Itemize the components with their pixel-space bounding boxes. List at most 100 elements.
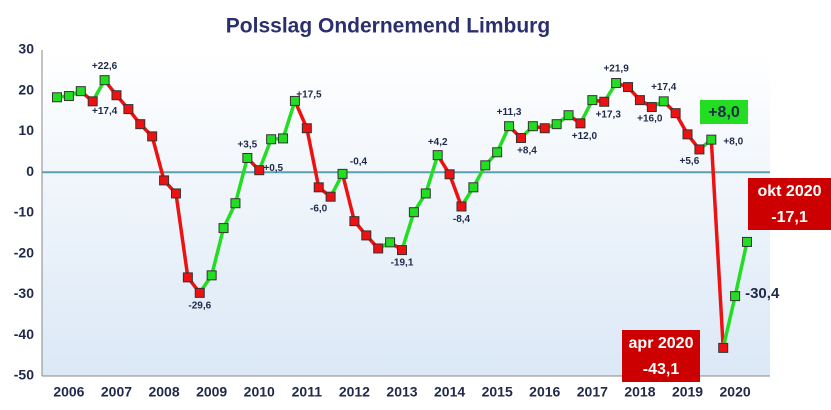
- point: [75, 86, 86, 97]
- callout-box: [748, 178, 831, 230]
- point: [99, 75, 110, 86]
- point: [230, 198, 241, 209]
- value-label: -0,4: [350, 157, 368, 168]
- point: [194, 287, 205, 298]
- x-tick-label: 2016: [529, 384, 560, 400]
- point: [206, 270, 217, 281]
- point: [706, 134, 717, 145]
- value-label: +17,5: [296, 90, 322, 101]
- x-tick-label: 2018: [624, 384, 655, 400]
- point: [301, 123, 312, 134]
- callout-text: +8,0: [708, 104, 740, 121]
- point: [623, 82, 634, 93]
- point: [325, 191, 336, 202]
- point: [670, 108, 681, 119]
- value-label: -8,4: [453, 214, 471, 225]
- callout-text: apr 2020: [629, 335, 694, 352]
- point: [373, 243, 384, 254]
- line-segment: [709, 139, 725, 348]
- point: [742, 236, 752, 247]
- x-tick-label: 2015: [482, 384, 513, 400]
- x-tick-label: 2012: [339, 384, 370, 400]
- line-segment: [424, 154, 440, 194]
- point: [718, 342, 729, 353]
- point: [575, 118, 586, 129]
- y-tick-label: -20: [14, 244, 34, 260]
- value-label: +12,0: [572, 131, 598, 142]
- line-segment: [447, 173, 464, 208]
- point: [87, 96, 98, 107]
- point: [337, 168, 348, 179]
- callout-text: okt 2020: [757, 183, 821, 200]
- x-tick-label: 2017: [577, 384, 608, 400]
- point: [147, 131, 158, 142]
- x-tick-label: 2006: [53, 384, 84, 400]
- value-label: -6,0: [310, 203, 328, 214]
- point: [385, 237, 396, 248]
- line-segment: [721, 295, 737, 349]
- point: [599, 96, 610, 107]
- value-label: +8,4: [517, 146, 537, 157]
- value-label: +11,3: [497, 107, 522, 118]
- value-label: +16,0: [637, 114, 663, 125]
- y-tick-label: -40: [14, 326, 34, 342]
- line-segment: [233, 157, 250, 204]
- point: [408, 207, 419, 218]
- point: [456, 201, 467, 212]
- point: [111, 90, 122, 101]
- x-tick-label: 2014: [434, 384, 465, 400]
- point: [587, 95, 598, 106]
- line-segment: [281, 100, 297, 139]
- point: [539, 123, 550, 134]
- point: [611, 78, 622, 89]
- value-label: +17,4: [92, 106, 118, 117]
- point: [242, 152, 253, 163]
- point: [420, 188, 431, 199]
- point: [468, 182, 479, 193]
- x-tick-label: 2007: [101, 384, 132, 400]
- point: [682, 129, 693, 140]
- value-label: -19,1: [391, 258, 414, 269]
- line-segment: [209, 227, 226, 276]
- point: [52, 92, 62, 103]
- point: [313, 182, 324, 193]
- y-tick-label: 0: [26, 163, 34, 179]
- y-tick-label: -30: [14, 285, 34, 301]
- line-segment: [305, 127, 321, 188]
- line-segment: [150, 135, 166, 181]
- point: [254, 165, 265, 176]
- point: [480, 160, 491, 171]
- point: [278, 133, 289, 144]
- value-label: +21,9: [603, 64, 629, 75]
- point: [504, 121, 515, 132]
- point: [563, 110, 574, 121]
- chart-title: Polsslag Ondernemend Limburg: [226, 15, 550, 38]
- point: [658, 96, 669, 107]
- x-tick-label: 2009: [196, 384, 227, 400]
- x-tick-label: 2011: [292, 384, 323, 400]
- line-segment: [733, 241, 749, 297]
- y-tick-label: 30: [18, 41, 34, 57]
- point: [349, 216, 360, 227]
- line-segment: [174, 193, 190, 278]
- point: [289, 95, 300, 106]
- value-label: +3,5: [237, 140, 257, 151]
- value-label: -30,4: [745, 285, 780, 302]
- value-label: +17,3: [596, 109, 622, 120]
- y-tick-label: -50: [14, 367, 34, 383]
- value-label: +4,2: [428, 137, 448, 148]
- line-segment: [257, 138, 273, 171]
- point: [634, 95, 645, 106]
- y-tick-label: 20: [18, 81, 34, 97]
- point: [218, 223, 229, 234]
- point: [361, 230, 372, 241]
- point: [63, 91, 74, 102]
- value-label: +5,6: [680, 156, 700, 167]
- value-label: -29,6: [188, 301, 211, 312]
- point: [492, 147, 503, 158]
- x-tick-label: 2019: [672, 384, 703, 400]
- point: [159, 175, 170, 186]
- value-label: +8,0: [723, 136, 743, 147]
- y-tick-label: 10: [18, 122, 34, 138]
- point: [397, 245, 407, 256]
